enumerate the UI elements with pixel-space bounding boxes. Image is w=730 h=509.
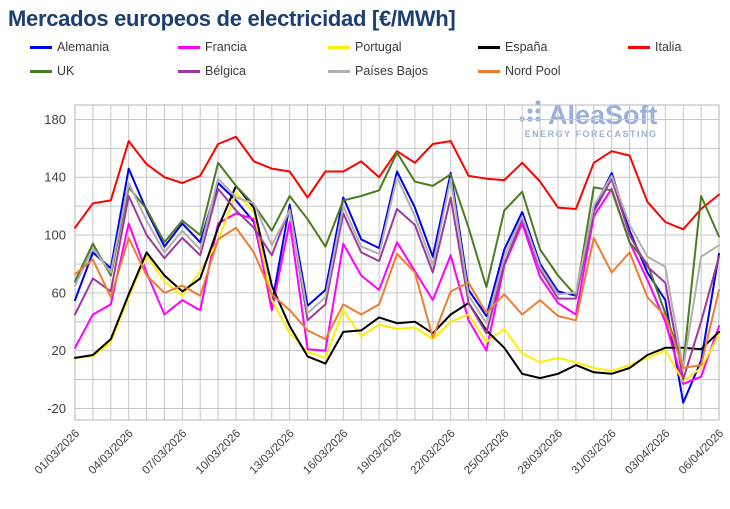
series-line-alemania [74,167,720,404]
legend-swatch [328,69,350,73]
x-tick-label: 31/03/2026 [570,428,619,477]
legend-swatch [478,45,500,49]
y-tick-label: 20 [52,343,66,358]
x-tick-label: 01/03/2026 [33,428,82,477]
y-tick-label: 60 [52,285,66,300]
legend-swatch [328,45,350,49]
x-tick-label: 07/03/2026 [140,428,189,477]
legend-swatch [478,69,500,73]
chart-title: Mercados europeos de electricidad [€/MWh… [8,6,456,31]
legend-label: Alemania [57,40,110,54]
series-line-españa [74,184,720,380]
x-tick-label: 22/03/2026 [409,428,458,477]
legend-label: Países Bajos [355,64,428,78]
legend-item-bélgica[interactable]: Bélgica [178,64,328,78]
series-line-portugal [74,192,720,382]
x-tick-label: 10/03/2026 [194,428,243,477]
series-line-países-bajos [74,174,720,369]
legend-label: Italia [655,40,682,54]
legend-item-nord-pool[interactable]: Nord Pool [478,64,628,78]
series-line-italia [74,135,720,231]
series-line-francia [74,187,720,385]
legend-item-países-bajos[interactable]: Países Bajos [328,64,478,78]
legend-label: Bélgica [205,64,246,78]
legend-swatch [30,45,52,49]
x-tick-label: 06/04/2026 [677,428,726,477]
legend-item-alemania[interactable]: Alemania [30,40,178,54]
legend-item-portugal[interactable]: Portugal [328,40,478,54]
x-tick-label: 03/04/2026 [623,428,672,477]
legend-item-italia[interactable]: Italia [628,40,720,54]
legend-label: Francia [205,40,247,54]
y-tick-label: 100 [44,228,66,243]
legend-item-uk[interactable]: UK [30,64,178,78]
legend-label: UK [57,64,75,78]
x-tick-label: 19/03/2026 [355,428,404,477]
series-line-nord-pool [74,226,720,369]
x-tick-label: 04/03/2026 [87,428,136,477]
legend-swatch [30,69,52,73]
legend: Alemania Francia Portugal España Italia UK Bél… [30,40,720,78]
series-line-uk [74,151,720,367]
y-tick-label: -20 [47,401,66,416]
legend-swatch [178,69,200,73]
y-tick-label: 140 [44,170,66,185]
legend-swatch [178,45,200,49]
legend-swatch [628,45,650,49]
y-tick-label: 180 [44,112,66,127]
plot-border [74,104,720,421]
legend-item-españa[interactable]: España [478,40,628,54]
legend-item-francia[interactable]: Francia [178,40,328,54]
x-tick-label: 16/03/2026 [301,428,350,477]
x-tick-label: 13/03/2026 [248,428,297,477]
legend-label: España [505,40,548,54]
legend-label: Portugal [355,40,402,54]
legend-label: Nord Pool [505,64,561,78]
x-tick-label: 28/03/2026 [516,428,565,477]
x-tick-label: 25/03/2026 [462,428,511,477]
